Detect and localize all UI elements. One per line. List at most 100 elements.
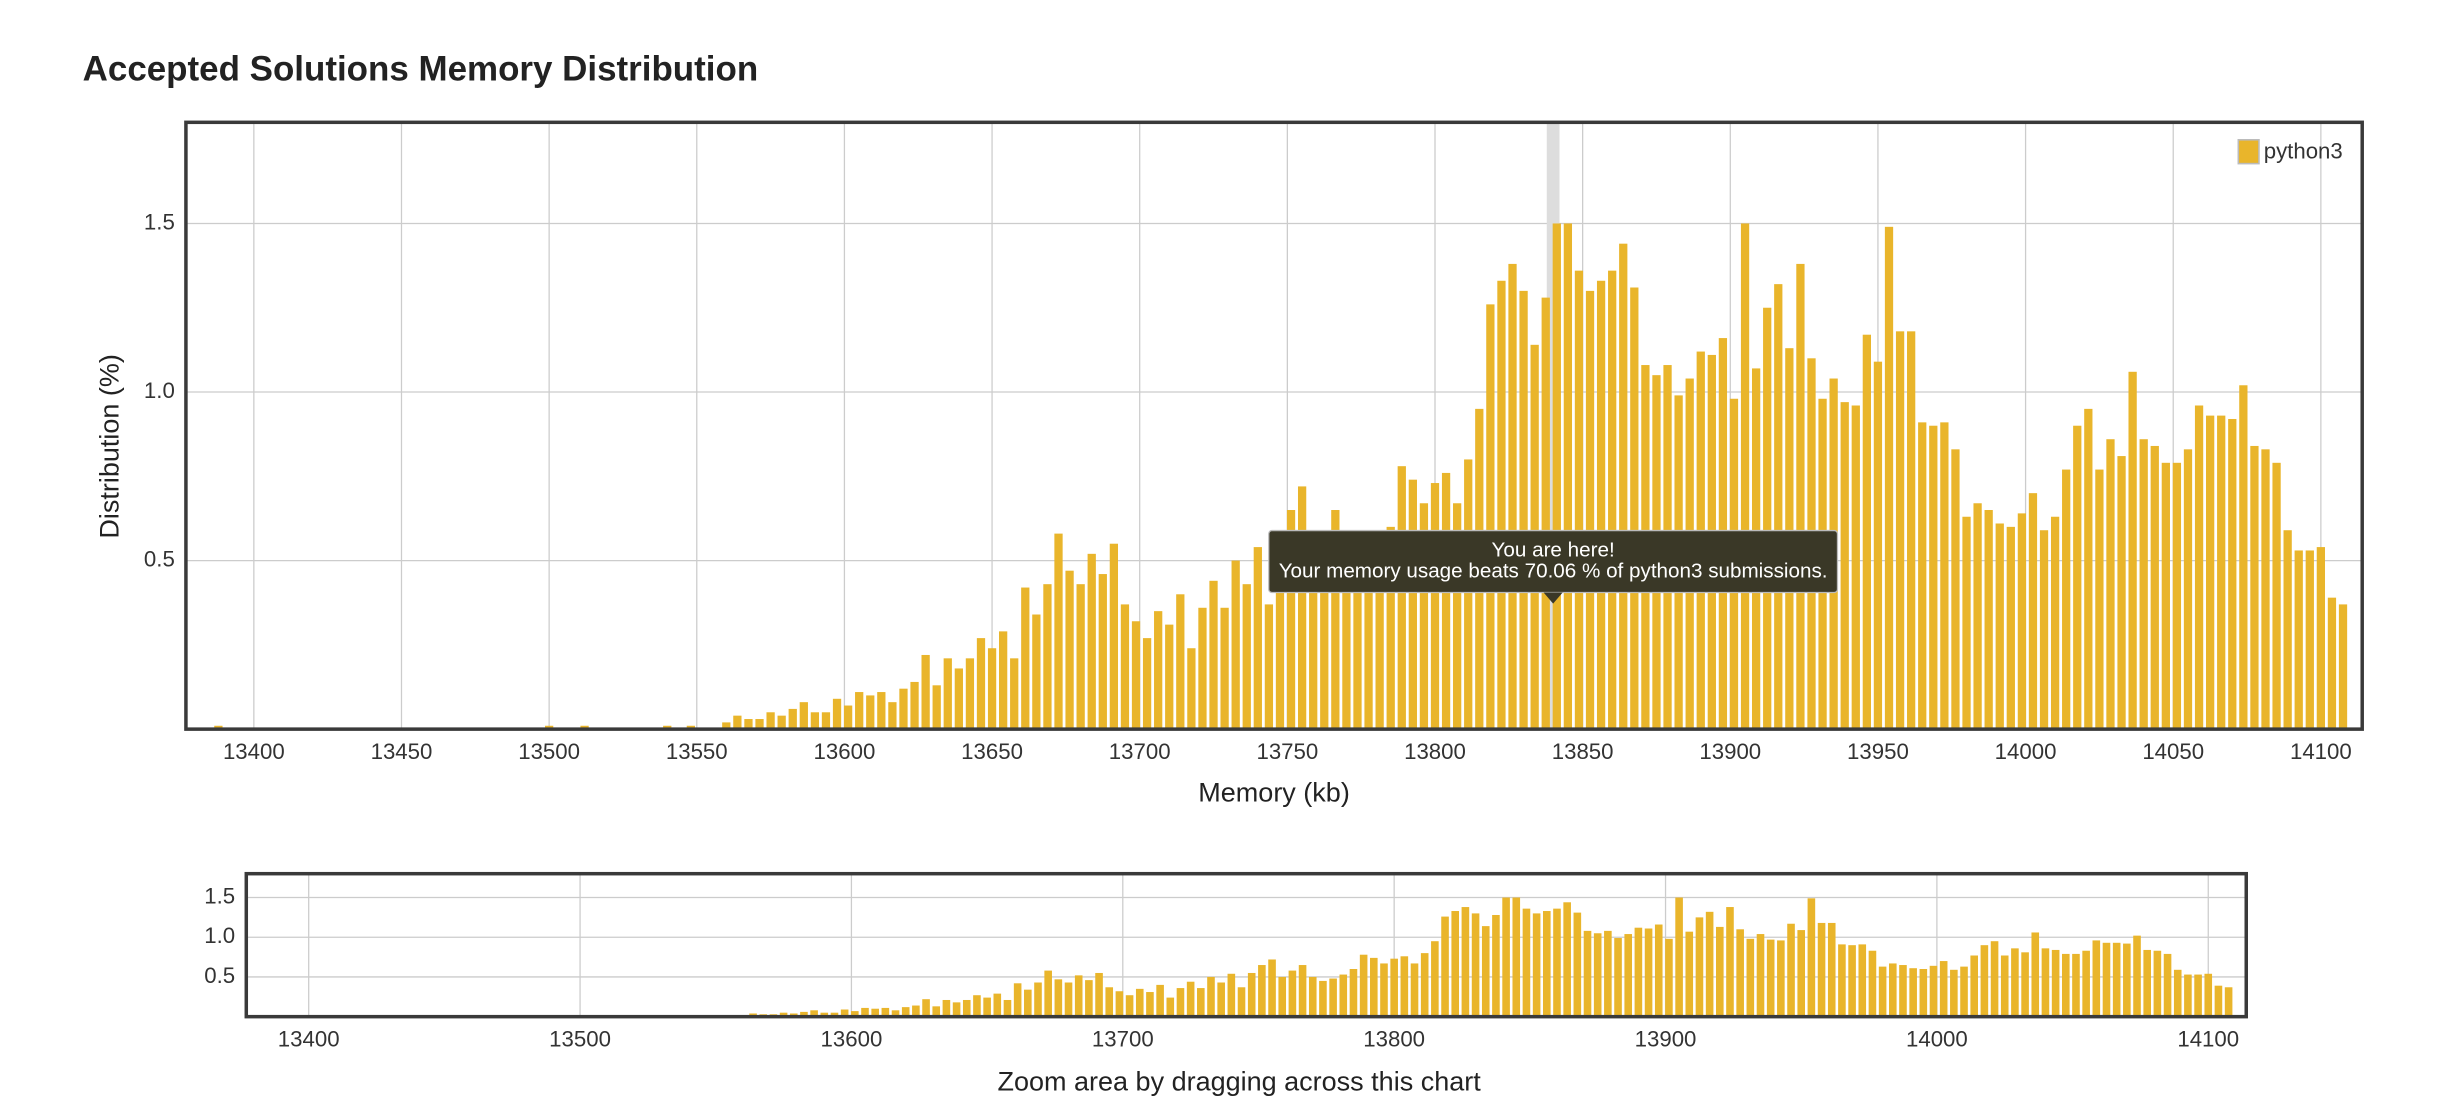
x-tick-label: 13950 bbox=[1847, 739, 1909, 764]
bar bbox=[1940, 422, 1949, 730]
bar bbox=[1166, 997, 1175, 1017]
bar bbox=[1868, 950, 1877, 1017]
x-tick-label: 13900 bbox=[1635, 1026, 1697, 1051]
bar bbox=[1960, 966, 1968, 1017]
bar bbox=[2000, 955, 2009, 1017]
bar bbox=[2128, 371, 2137, 730]
bar bbox=[2084, 408, 2093, 730]
bar bbox=[1074, 975, 1083, 1017]
bar bbox=[1608, 270, 1617, 730]
bar bbox=[1064, 982, 1073, 1017]
plot-frame bbox=[184, 120, 2364, 731]
bar bbox=[1619, 243, 1628, 730]
bar bbox=[1076, 584, 1085, 730]
bar bbox=[866, 695, 875, 730]
y-tick-label: 1.0 bbox=[204, 923, 235, 948]
bar bbox=[788, 708, 797, 730]
bar bbox=[1320, 533, 1329, 730]
legend-label[interactable]: python3 bbox=[2264, 138, 2343, 163]
bar bbox=[2021, 952, 2029, 1017]
bar bbox=[2214, 985, 2223, 1017]
bar bbox=[1644, 928, 1653, 1017]
bar bbox=[1984, 510, 1993, 730]
y-tick-label: 0.5 bbox=[204, 963, 235, 988]
bar bbox=[832, 698, 842, 730]
bar bbox=[1563, 902, 1571, 1017]
bar bbox=[2173, 969, 2182, 1017]
bar bbox=[942, 999, 951, 1017]
bar bbox=[1308, 976, 1317, 1017]
x-tick-label: 13850 bbox=[1552, 739, 1614, 764]
bar bbox=[1349, 969, 1358, 1017]
bar bbox=[881, 1007, 890, 1017]
bar bbox=[1873, 361, 1883, 730]
tooltip-arrow bbox=[1543, 592, 1563, 604]
bar bbox=[1464, 459, 1473, 730]
bar bbox=[1237, 987, 1246, 1017]
bar bbox=[1410, 963, 1419, 1017]
bar bbox=[962, 999, 971, 1017]
bar bbox=[1364, 567, 1373, 730]
y-tick-label: 1.5 bbox=[144, 209, 175, 234]
bar bbox=[2161, 462, 2170, 730]
bar bbox=[2095, 469, 2104, 730]
bar bbox=[1125, 995, 1134, 1017]
x-tick-label: 13600 bbox=[814, 739, 876, 764]
bar bbox=[2133, 935, 2141, 1017]
bar bbox=[1907, 331, 1916, 730]
bar bbox=[1085, 980, 1093, 1017]
bar bbox=[1021, 587, 1030, 730]
x-tick-label: 14100 bbox=[2177, 1026, 2239, 1051]
chart-title: Accepted Solutions Memory Distribution bbox=[83, 50, 759, 89]
bar bbox=[1298, 965, 1307, 1017]
x-tick-label: 13700 bbox=[1092, 1026, 1154, 1051]
plot-frame[interactable] bbox=[244, 871, 2248, 1019]
bar bbox=[1512, 897, 1521, 1017]
bar bbox=[1519, 290, 1528, 730]
bar bbox=[1995, 523, 2004, 730]
bar bbox=[2172, 462, 2182, 730]
bar bbox=[1359, 954, 1368, 1017]
bar bbox=[1705, 911, 1714, 1017]
bar bbox=[2039, 530, 2049, 730]
bar bbox=[1010, 658, 1019, 730]
bar bbox=[1929, 425, 1938, 730]
bar bbox=[1142, 638, 1152, 730]
bar bbox=[1630, 287, 1639, 730]
bar bbox=[922, 999, 930, 1017]
bar bbox=[1135, 988, 1144, 1017]
bar bbox=[1884, 226, 1894, 730]
bar bbox=[2250, 445, 2259, 730]
bar bbox=[2261, 449, 2270, 730]
bar bbox=[965, 658, 975, 730]
bar bbox=[1502, 897, 1510, 1017]
bar bbox=[1481, 926, 1490, 1017]
x-tick-label: 14000 bbox=[1906, 1026, 1968, 1051]
navigator-label[interactable]: Zoom area by dragging across this chart bbox=[998, 1067, 1482, 1097]
bar bbox=[1227, 973, 1236, 1017]
bar bbox=[2283, 530, 2292, 730]
bar bbox=[777, 715, 786, 730]
bar bbox=[1024, 989, 1032, 1017]
x-tick-label: 13400 bbox=[278, 1026, 340, 1051]
bar bbox=[779, 1012, 788, 1017]
bar bbox=[2062, 469, 2071, 730]
bar bbox=[1919, 969, 1928, 1017]
bar bbox=[1198, 607, 1207, 730]
tooltip-text: Your memory usage beats 70.06 % of pytho… bbox=[1279, 559, 1828, 582]
bar bbox=[943, 658, 952, 730]
bar bbox=[1774, 284, 1783, 730]
x-tick-label: 14050 bbox=[2142, 739, 2204, 764]
bar bbox=[1154, 611, 1163, 730]
bar bbox=[1441, 916, 1449, 1017]
x-tick-label: 14100 bbox=[2290, 739, 2352, 764]
x-tick-label: 14000 bbox=[1995, 739, 2057, 764]
x-axis-label: Memory (kb) bbox=[1198, 777, 1350, 807]
bar bbox=[1624, 934, 1633, 1017]
y-axis-label: Distribution (%) bbox=[94, 354, 124, 539]
bar bbox=[2061, 953, 2070, 1017]
bar bbox=[1430, 483, 1440, 730]
bar bbox=[1329, 978, 1337, 1017]
bar bbox=[1980, 945, 1989, 1017]
x-tick-label: 13500 bbox=[549, 1026, 611, 1051]
